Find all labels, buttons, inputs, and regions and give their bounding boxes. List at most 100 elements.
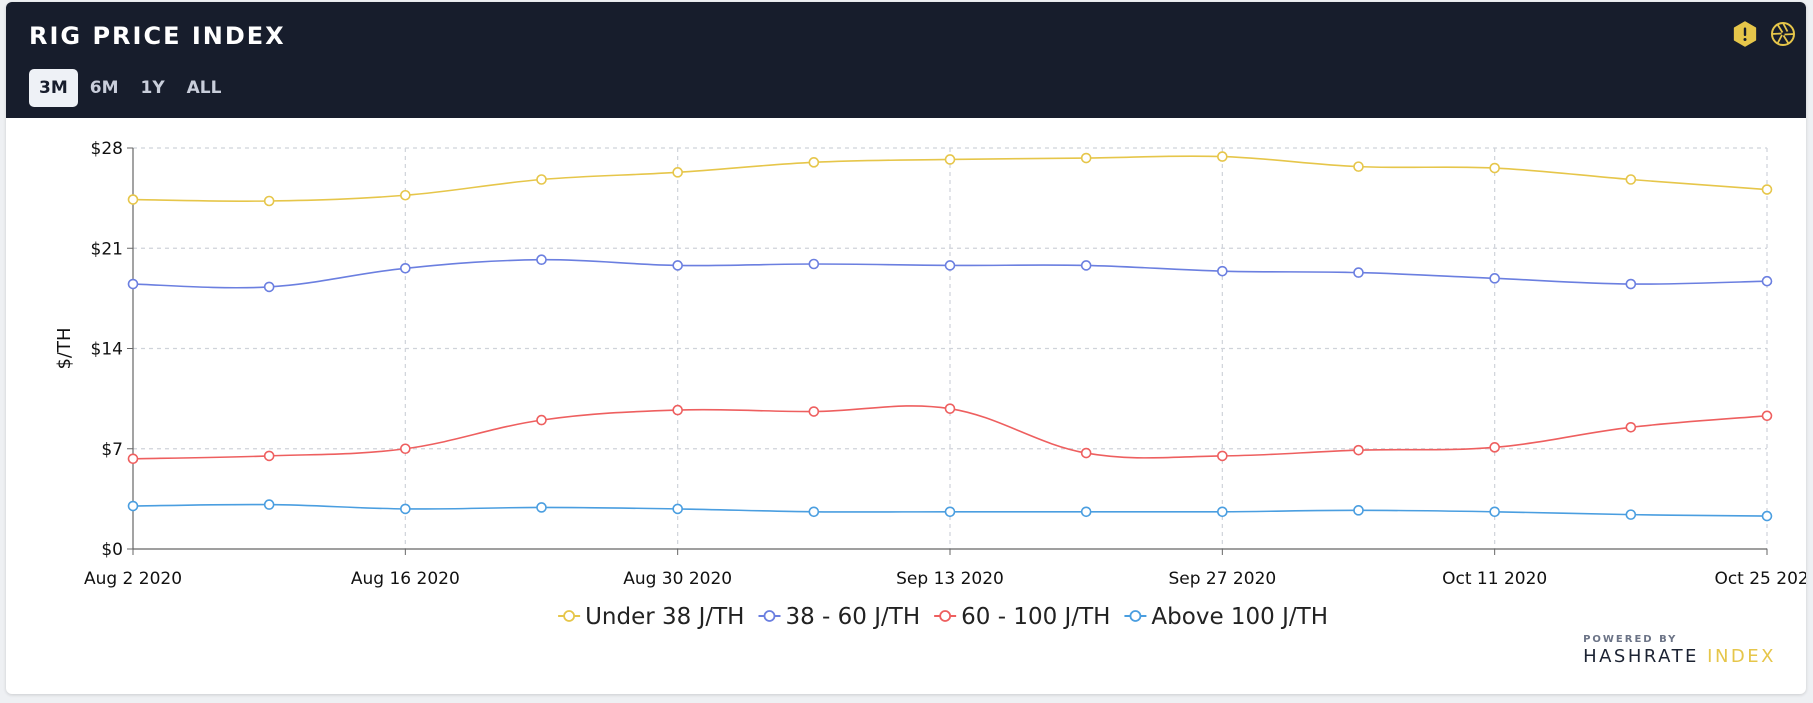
- data-point: [536, 502, 547, 513]
- legend-item: 38 - 60 J/TH: [758, 604, 920, 630]
- axes: $0 $7 $14 $21 $28 Aug 2 2020 Aug 16 2020 Aug 30…: [54, 139, 1806, 589]
- x-tick-label: Oct 25 2020: [1714, 569, 1806, 589]
- x-tick-label: Oct 11 2020: [1442, 569, 1547, 589]
- data-point: [1353, 267, 1364, 278]
- legend-item: Under 38 J/TH: [558, 604, 744, 630]
- data-point: [263, 499, 275, 510]
- alert-badge-icon[interactable]: [1732, 21, 1758, 47]
- data-point: [808, 258, 820, 270]
- data-point: [127, 194, 139, 205]
- legend-label: 60 - 100 J/TH: [961, 604, 1110, 630]
- brand-name-b: INDEX: [1698, 646, 1776, 667]
- legend-swatch-dot: [563, 610, 575, 622]
- legend-label: Above 100 J/TH: [1151, 604, 1328, 630]
- data-point: [1080, 152, 1092, 164]
- y-axis-label: $/TH: [54, 327, 75, 369]
- data-point: [263, 195, 275, 207]
- data-point: [1353, 505, 1364, 516]
- data-point: [1625, 509, 1637, 520]
- range-3m-button[interactable]: 3M: [29, 69, 78, 107]
- data-point: [944, 403, 956, 414]
- aperture-icon[interactable]: [1770, 21, 1796, 47]
- x-tick-label: Sep 13 2020: [896, 569, 1004, 589]
- data-point: [1489, 273, 1500, 284]
- range-selector: 3M 6M 1Y ALL: [29, 69, 233, 107]
- data-point: [672, 503, 683, 515]
- data-point: [944, 154, 956, 165]
- data-point: [1489, 162, 1500, 174]
- brand-name: HASHRATE INDEX: [1583, 646, 1776, 667]
- data-point: [1353, 444, 1364, 456]
- y-tick-label: $28: [91, 139, 123, 159]
- series-lines: [127, 151, 1773, 522]
- data-point: [808, 406, 820, 417]
- data-point: [672, 404, 683, 416]
- data-point: [536, 174, 547, 185]
- header-icons: [1732, 21, 1796, 47]
- series-3: [127, 499, 1773, 522]
- brand-logo: POWERED BY HASHRATE INDEX: [1583, 634, 1776, 667]
- series-0: [127, 151, 1773, 207]
- data-point: [536, 254, 547, 266]
- page-title: RIG PRICE INDEX: [29, 22, 286, 50]
- price-index-card: RIG PRICE INDEX 3M 6M 1Y ALL $0 $7 $14 $21 $…: [6, 2, 1806, 694]
- data-point: [127, 278, 139, 290]
- range-1y-button[interactable]: 1Y: [131, 69, 175, 107]
- x-tick-label: Sep 27 2020: [1168, 569, 1276, 589]
- data-point: [400, 503, 411, 515]
- data-point: [1625, 421, 1637, 433]
- data-point: [127, 500, 139, 512]
- y-tick-label: $14: [91, 340, 123, 360]
- legend-swatch-dot: [763, 610, 776, 622]
- data-point: [400, 262, 411, 274]
- legend-label: 38 - 60 J/TH: [785, 604, 920, 630]
- legend: Under 38 J/TH 38 - 60 J/TH 60 - 100 J/TH Ab…: [558, 604, 1328, 630]
- data-point: [1217, 265, 1228, 277]
- data-point: [944, 260, 956, 271]
- x-tick-label: Aug 2 2020: [84, 569, 182, 589]
- data-point: [1761, 184, 1773, 195]
- data-point: [1625, 174, 1637, 185]
- x-tick-label: Aug 16 2020: [351, 569, 460, 589]
- rig-price-chart: $0 $7 $14 $21 $28 Aug 2 2020 Aug 16 2020 Aug 30…: [54, 139, 1806, 630]
- range-6m-button[interactable]: 6M: [80, 69, 129, 107]
- data-point: [1217, 151, 1228, 162]
- data-point: [1353, 161, 1364, 172]
- data-point: [263, 450, 275, 462]
- legend-item: 60 - 100 J/TH: [934, 604, 1110, 630]
- data-point: [944, 506, 956, 518]
- x-tick-label: Aug 30 2020: [623, 569, 732, 589]
- data-point: [263, 281, 275, 293]
- data-point: [672, 260, 683, 271]
- data-point: [1080, 447, 1092, 459]
- data-point: [1217, 506, 1228, 518]
- data-point: [1489, 506, 1500, 518]
- data-point: [1761, 275, 1773, 287]
- data-point: [1489, 442, 1500, 453]
- legend-swatch-dot: [1129, 610, 1142, 622]
- y-tick-label: $21: [91, 239, 123, 259]
- data-point: [1080, 260, 1092, 271]
- data-point: [127, 453, 139, 465]
- data-point: [672, 167, 683, 178]
- legend-label: Under 38 J/TH: [585, 604, 744, 630]
- legend-swatch-dot: [939, 610, 952, 622]
- data-point: [1080, 506, 1092, 518]
- y-tick-label: $7: [101, 440, 123, 460]
- data-point: [400, 189, 411, 201]
- data-point: [1217, 450, 1228, 462]
- data-point: [1761, 410, 1773, 422]
- series-2: [127, 403, 1773, 465]
- series-1: [127, 254, 1773, 293]
- range-all-button[interactable]: ALL: [177, 69, 232, 107]
- data-point: [536, 414, 547, 426]
- data-point: [808, 506, 820, 518]
- powered-by-label: POWERED BY: [1583, 634, 1678, 645]
- card-header: RIG PRICE INDEX 3M 6M 1Y ALL: [6, 2, 1806, 118]
- data-point: [1761, 510, 1773, 522]
- grid-lines: [133, 147, 1768, 549]
- data-point: [1625, 278, 1637, 290]
- y-tick-label: $0: [101, 540, 123, 560]
- data-point: [400, 443, 411, 455]
- legend-item: Above 100 J/TH: [1124, 604, 1328, 630]
